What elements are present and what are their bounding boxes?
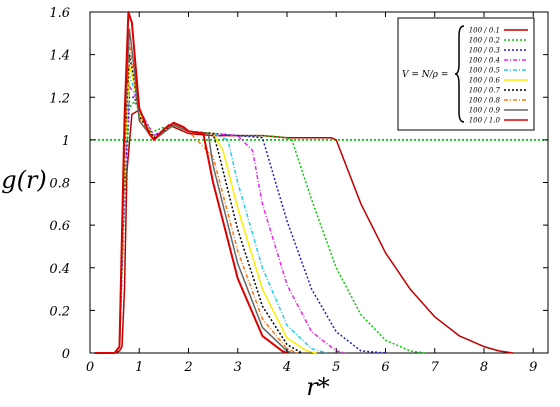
series-line <box>94 11 288 354</box>
series-line <box>94 96 386 354</box>
legend-entry-label: 100 / 0.8 <box>469 97 501 105</box>
y-tick-label: 0 <box>62 347 70 362</box>
y-tick-label: 1 <box>62 134 70 149</box>
x-tick-label: 2 <box>183 360 192 375</box>
legend-entry-label: 100 / 0.1 <box>469 27 500 35</box>
y-tick-label: 0.2 <box>49 304 70 319</box>
legend-entry-label: 100 / 0.7 <box>469 87 501 95</box>
y-tick-label: 0.4 <box>49 262 70 277</box>
y-tick-label: 1.2 <box>49 91 70 106</box>
legend-entry-label: 100 / 0.9 <box>469 107 501 115</box>
x-tick-label: 0 <box>86 360 94 375</box>
y-tick-label: 1.4 <box>49 49 70 64</box>
legend-entry-label: 100 / 0.3 <box>469 47 501 55</box>
x-axis-label: r* <box>306 373 329 401</box>
x-tick-label: 4 <box>282 360 291 375</box>
legend-entry-label: 100 / 0.6 <box>469 77 501 85</box>
series-line <box>94 109 514 354</box>
legend-entry-label: 100 / 0.4 <box>469 57 500 65</box>
legend-entry-label: 100 / 0.5 <box>469 67 501 75</box>
x-tick-label: 7 <box>431 360 440 375</box>
legend-brace <box>454 25 465 123</box>
x-tick-label: 9 <box>529 360 537 375</box>
y-tick-label: 1.6 <box>49 6 70 21</box>
x-tick-label: 8 <box>480 360 488 375</box>
legend-entry-label: 100 / 1.0 <box>469 117 501 125</box>
legend-prefix: V = N/ρ = <box>402 70 448 80</box>
legend-box <box>397 17 535 131</box>
x-tick-label: 1 <box>135 360 143 375</box>
x-tick-label: 3 <box>234 360 242 375</box>
legend-entry-label: 100 / 0.2 <box>469 37 501 45</box>
y-tick-label: 0.8 <box>49 177 70 192</box>
y-tick-label: 0.6 <box>49 219 70 234</box>
y-axis-label: g(r) <box>1 166 47 194</box>
x-tick-label: 5 <box>332 360 340 375</box>
x-tick-label: 6 <box>381 360 389 375</box>
